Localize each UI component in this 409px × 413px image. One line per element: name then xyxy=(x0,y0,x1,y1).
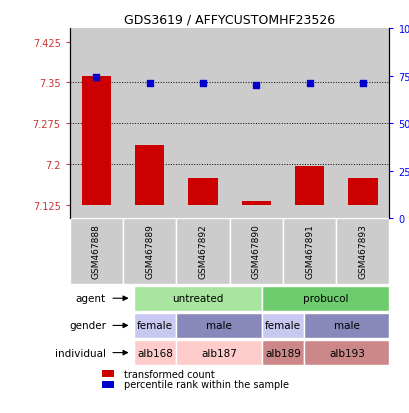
Title: GDS3619 / AFFYCUSTOMHF23526: GDS3619 / AFFYCUSTOMHF23526 xyxy=(124,13,334,26)
Bar xyxy=(229,219,282,284)
Bar xyxy=(282,29,335,219)
Bar xyxy=(241,202,270,205)
Text: GSM467889: GSM467889 xyxy=(145,224,154,279)
Bar xyxy=(303,313,389,338)
Text: male: male xyxy=(205,320,231,331)
Bar xyxy=(81,77,111,205)
Bar xyxy=(133,313,176,338)
Text: agent: agent xyxy=(76,294,106,304)
Bar xyxy=(133,286,261,311)
Bar xyxy=(176,219,229,284)
Text: alb189: alb189 xyxy=(264,348,300,358)
Text: GSM467890: GSM467890 xyxy=(251,224,260,279)
Bar xyxy=(282,219,335,284)
Bar xyxy=(261,340,303,365)
Bar xyxy=(261,313,303,338)
Bar xyxy=(176,340,261,365)
Point xyxy=(199,81,206,87)
Text: gender: gender xyxy=(69,320,106,331)
Point xyxy=(306,81,312,87)
Bar xyxy=(123,219,176,284)
Text: alb168: alb168 xyxy=(137,348,173,358)
Text: transformed count: transformed count xyxy=(124,369,214,379)
Point xyxy=(146,81,153,87)
Bar xyxy=(261,286,389,311)
Point xyxy=(252,83,259,89)
Bar xyxy=(123,29,176,219)
Bar xyxy=(135,145,164,205)
Bar xyxy=(70,219,123,284)
Text: GSM467893: GSM467893 xyxy=(357,224,366,279)
Text: probucol: probucol xyxy=(302,294,347,304)
Text: untreated: untreated xyxy=(171,294,223,304)
Text: alb187: alb187 xyxy=(200,348,236,358)
Bar xyxy=(133,340,176,365)
Text: individual: individual xyxy=(55,348,106,358)
Text: GSM467891: GSM467891 xyxy=(304,224,313,279)
Text: female: female xyxy=(264,320,300,331)
Bar xyxy=(294,166,324,205)
Bar xyxy=(70,29,123,219)
Bar xyxy=(303,340,389,365)
Bar xyxy=(229,29,282,219)
Point xyxy=(359,81,365,87)
Text: percentile rank within the sample: percentile rank within the sample xyxy=(124,380,288,389)
Point xyxy=(93,74,99,81)
Text: GSM467888: GSM467888 xyxy=(92,224,101,279)
Bar xyxy=(176,313,261,338)
Text: female: female xyxy=(137,320,173,331)
Text: GSM467892: GSM467892 xyxy=(198,224,207,279)
Bar xyxy=(335,29,389,219)
Bar xyxy=(176,29,229,219)
Bar xyxy=(101,370,114,377)
Bar xyxy=(335,219,389,284)
Text: male: male xyxy=(333,320,359,331)
Text: alb193: alb193 xyxy=(328,348,364,358)
Bar xyxy=(188,178,217,205)
Bar xyxy=(101,381,114,388)
Bar xyxy=(347,178,377,205)
